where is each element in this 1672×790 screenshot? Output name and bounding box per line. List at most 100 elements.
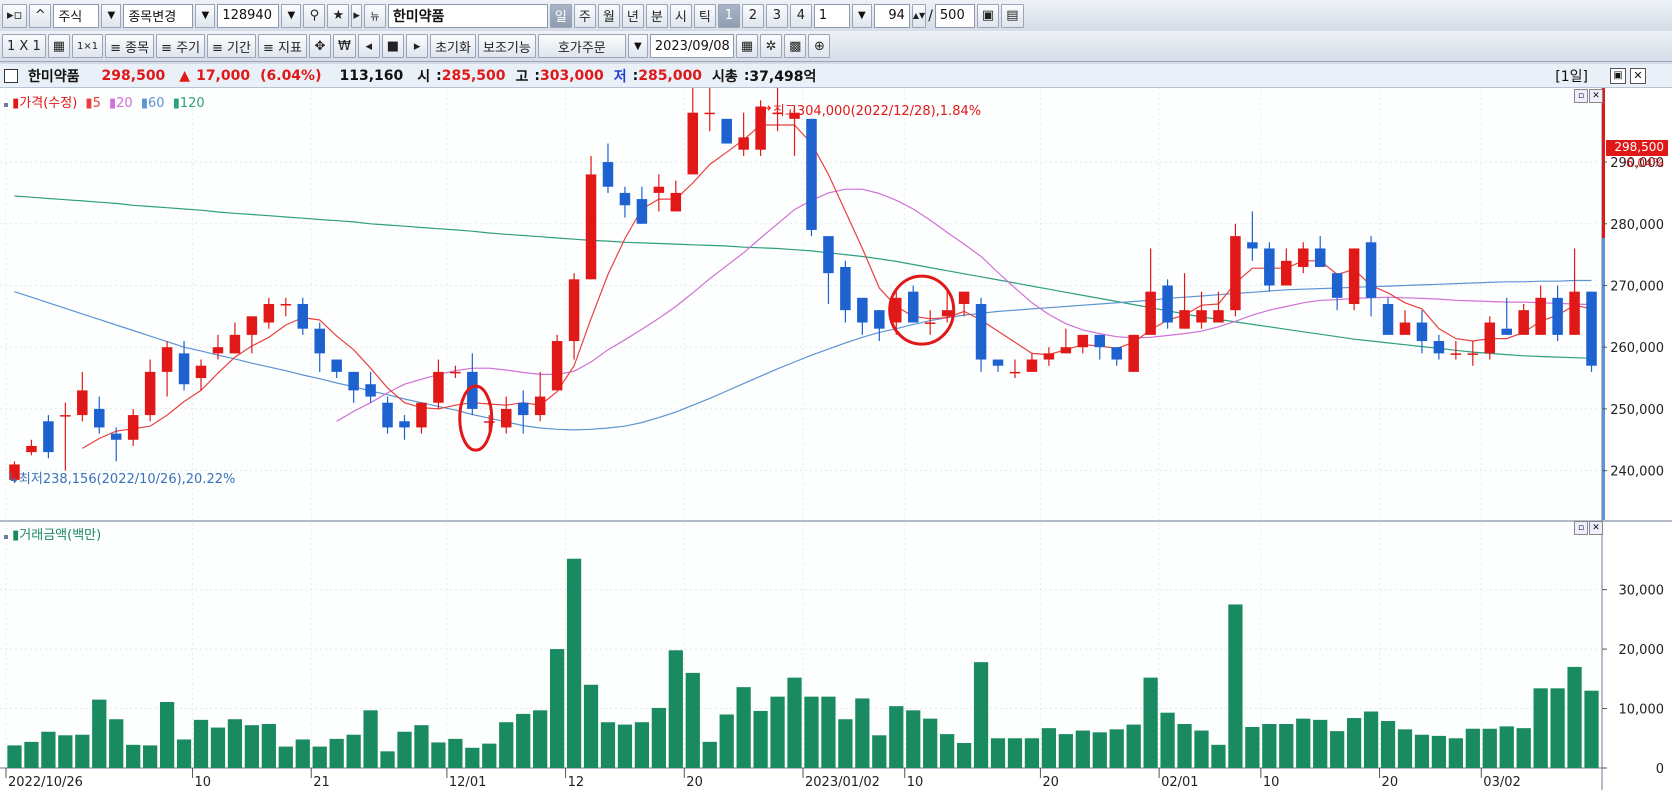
layout-button[interactable]: 1 X 1	[2, 34, 46, 58]
play-icon[interactable]: ▸	[351, 3, 362, 28]
stock-list-button[interactable]: ≡ 종목	[105, 34, 155, 58]
save-icon[interactable]: ▤	[1001, 3, 1024, 28]
panel-max-icon[interactable]: ▫	[1574, 89, 1588, 103]
volume-bar	[499, 722, 514, 768]
period-tab-week[interactable]: 주	[573, 3, 596, 28]
candle-body	[280, 304, 292, 306]
quote-change: 17,000	[196, 67, 251, 84]
chevron-down-icon[interactable]: ▼	[101, 3, 122, 28]
candle-body	[1060, 347, 1072, 354]
maximize-icon[interactable]: ▣	[1610, 67, 1626, 84]
price-legend: ▮가격(수정) ▮5 ▮20 ▮60 ▮120	[4, 92, 205, 111]
candle-body	[1162, 285, 1173, 323]
volume-bar	[1414, 734, 1430, 768]
candle-body	[1382, 304, 1394, 335]
volume-bar	[244, 725, 260, 768]
gear-icon[interactable]: ✲	[760, 34, 783, 58]
price-range-bar	[1602, 88, 1605, 238]
volume-bar	[719, 714, 734, 768]
x-tick-label: 12	[568, 775, 585, 790]
volume-bar	[651, 707, 666, 768]
period-list-button[interactable]: ≡ 주기	[156, 34, 206, 58]
calendar-icon[interactable]: ▦	[735, 34, 759, 58]
stop-icon[interactable]: ■	[381, 34, 405, 58]
collapse-button[interactable]: ^	[29, 3, 52, 28]
candle-body	[9, 464, 20, 480]
quote-low: 285,000	[638, 67, 703, 84]
num-button-2[interactable]: 2	[741, 3, 764, 28]
num-button-3[interactable]: 3	[765, 3, 788, 28]
volume-bar	[906, 710, 921, 768]
candle-body	[1535, 297, 1546, 335]
current-price-tag: 298,500	[1606, 140, 1668, 156]
panel-close-icon[interactable]: ✕	[1589, 521, 1603, 535]
currency-icon[interactable]: ₩	[332, 34, 356, 58]
volume-bar	[872, 735, 887, 768]
checkbox[interactable]	[4, 68, 18, 83]
zoom-icon[interactable]: ⊕	[808, 34, 831, 58]
volume-bar	[516, 713, 531, 768]
volume-bar	[1211, 744, 1226, 768]
period-tab-day[interactable]: 일	[549, 3, 572, 28]
next-icon[interactable]: ▸	[406, 34, 429, 58]
candle-body	[1111, 347, 1122, 360]
order-button[interactable]: 호가주문	[537, 34, 626, 58]
stock-code-input[interactable]: 128940	[217, 3, 280, 28]
volume-bar	[617, 724, 633, 768]
indicator-list-button[interactable]: ≡ 지표	[257, 34, 307, 58]
ma20-line	[336, 188, 1592, 422]
volume-bar	[1533, 688, 1548, 768]
y-tick-label: 270,000	[1610, 279, 1664, 294]
close-icon[interactable]: ✕	[1630, 67, 1646, 84]
market-select[interactable]: 주식	[53, 3, 100, 28]
news-button[interactable]: 뉴	[363, 3, 386, 28]
total-count-field[interactable]: 500	[934, 3, 975, 28]
panel-close-icon[interactable]: ✕	[1589, 89, 1603, 103]
single-view-icon[interactable]: 1×1	[72, 34, 104, 58]
candle-body	[1043, 353, 1055, 360]
candle-body	[382, 402, 393, 428]
volume-bar	[465, 747, 480, 768]
chevron-down-icon[interactable]: ▼	[281, 3, 302, 28]
period-tab-year[interactable]: 년	[621, 3, 644, 28]
vol-y-tick-label: 30,000	[1619, 584, 1665, 599]
chevron-down-icon[interactable]: ▼	[195, 3, 216, 28]
move-icon[interactable]: ✥	[308, 34, 331, 58]
volume-bar	[92, 699, 107, 768]
candle-body	[500, 408, 512, 428]
chevron-down-icon[interactable]: ▼	[851, 3, 872, 28]
chart-area[interactable]: 290,000 280,000 270,000 260,000 250,000 240,0…	[0, 88, 1672, 790]
spin-icon[interactable]: ▲▼	[911, 3, 927, 28]
volume-bar	[940, 734, 955, 768]
add-window-icon[interactable]: ▣	[976, 3, 1000, 28]
date-input[interactable]: 2023/09/08	[649, 34, 734, 58]
search-icon[interactable]: ⚲	[303, 3, 326, 28]
prev-icon[interactable]: ◂	[357, 34, 380, 58]
num-button-1[interactable]: 1	[717, 3, 740, 28]
volume-bar	[1228, 604, 1243, 768]
range-list-button[interactable]: ≡ 기간	[207, 34, 256, 58]
period-tab-tick[interactable]: 틱	[693, 3, 716, 28]
num-button-4[interactable]: 4	[789, 3, 812, 28]
volume-bar	[1550, 688, 1565, 768]
num-input[interactable]: 1	[813, 3, 850, 28]
volume-bar	[533, 710, 548, 768]
period-tab-month[interactable]: 월	[597, 3, 620, 28]
view-count-input[interactable]: 94	[873, 3, 910, 28]
candle-body	[263, 304, 275, 323]
change-stock-select[interactable]: 종목변경	[123, 3, 194, 28]
star-icon[interactable]: ★	[327, 3, 350, 28]
calculator-icon[interactable]: ▩	[784, 34, 807, 58]
panel-max-icon[interactable]: ▫	[1574, 521, 1588, 535]
reset-button[interactable]: 초기화	[430, 34, 476, 58]
aux-function-button[interactable]: 보조기능	[477, 34, 536, 58]
grid-icon[interactable]: ▦	[47, 34, 71, 58]
stock-name-field[interactable]: 한미약품	[387, 3, 548, 28]
volume-bar	[1431, 735, 1447, 768]
period-tab-hour[interactable]: 시	[669, 3, 692, 28]
period-tab-minute[interactable]: 분	[645, 3, 668, 28]
chevron-down-icon[interactable]: ▼	[627, 34, 648, 58]
menu-toggle-button[interactable]: ▸▫	[2, 3, 28, 28]
chart-svg[interactable]: 290,000 280,000 270,000 260,000 250,000 240,0…	[0, 88, 1672, 790]
low-label: 저	[613, 68, 627, 85]
